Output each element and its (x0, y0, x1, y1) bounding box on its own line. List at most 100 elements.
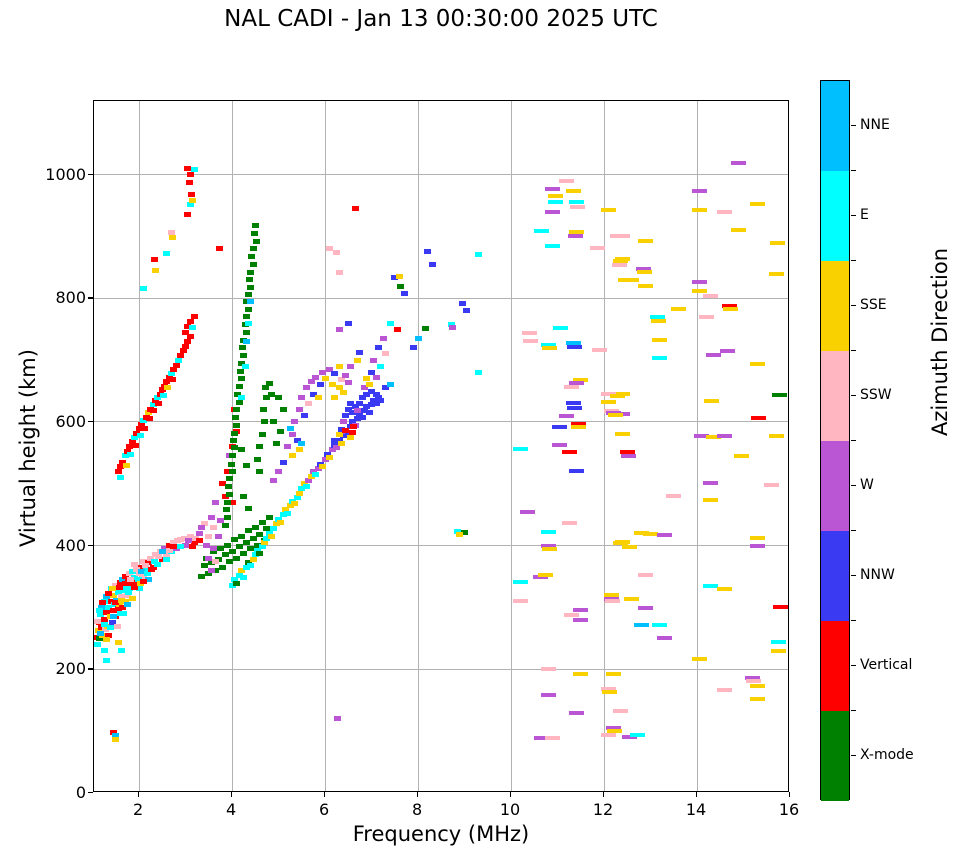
data-point (363, 376, 371, 382)
data-point (177, 352, 185, 358)
data-point (275, 394, 283, 400)
colorbar-label-vertical: Vertical (860, 657, 913, 673)
data-point (573, 672, 589, 677)
data-point (561, 449, 577, 454)
data-point (337, 426, 345, 432)
data-point (552, 443, 568, 448)
data-point (119, 577, 127, 583)
data-point (162, 556, 170, 562)
data-point (651, 319, 667, 324)
data-point (240, 575, 248, 581)
x-tick-label: 10 (499, 800, 521, 819)
data-point (226, 476, 234, 482)
data-point (300, 481, 308, 487)
data-point (342, 373, 350, 379)
data-point (179, 348, 187, 354)
data-point (523, 338, 539, 343)
data-point (98, 604, 106, 610)
data-point (242, 314, 250, 320)
data-point (391, 275, 399, 281)
colorbar-boundary-tick (851, 530, 856, 532)
data-point (103, 609, 111, 615)
data-point (601, 208, 617, 213)
data-point (749, 536, 765, 541)
gridline-x-2 (138, 101, 140, 791)
data-point (235, 572, 243, 578)
data-point (731, 228, 747, 233)
data-point (242, 564, 250, 570)
data-point (108, 586, 116, 592)
data-point (249, 246, 257, 252)
data-point (234, 391, 242, 397)
data-point (771, 393, 787, 398)
data-point (221, 523, 229, 529)
data-point (256, 550, 264, 556)
data-point (570, 421, 586, 426)
data-point (393, 326, 401, 332)
data-point (540, 666, 556, 671)
data-point (568, 710, 584, 715)
data-point (169, 235, 177, 241)
data-point (251, 552, 259, 558)
data-point (746, 679, 762, 684)
colorbar-tick (851, 485, 856, 487)
data-point (129, 569, 137, 575)
data-point (300, 413, 308, 419)
data-point (232, 414, 240, 420)
data-point (200, 562, 208, 568)
data-point (117, 648, 125, 654)
data-point (212, 567, 220, 573)
data-point (512, 579, 528, 584)
data-point (624, 596, 640, 601)
data-point (337, 377, 345, 383)
gridline-x-12 (603, 101, 605, 791)
data-point (463, 308, 471, 314)
data-point (333, 715, 341, 721)
data-point (262, 385, 270, 391)
colorbar-axis-label: Azimuth Direction (928, 247, 952, 437)
data-point (633, 531, 649, 536)
y-tick (88, 420, 93, 423)
data-point (615, 431, 631, 436)
data-point (154, 561, 162, 567)
data-point (198, 524, 206, 530)
data-point (652, 622, 668, 627)
data-point (188, 544, 196, 550)
data-point (137, 421, 145, 427)
data-point (223, 543, 231, 549)
data-point (182, 329, 190, 335)
data-point (212, 499, 220, 505)
data-point (122, 462, 130, 468)
data-point (368, 369, 376, 375)
data-point (111, 732, 119, 738)
data-point (258, 544, 266, 550)
data-point (351, 206, 359, 212)
data-point (567, 234, 583, 239)
data-point (279, 407, 287, 413)
gridline-x-6 (324, 101, 326, 791)
data-point (295, 407, 303, 413)
data-point (252, 238, 260, 244)
data-point (223, 507, 230, 513)
data-point (151, 397, 159, 403)
data-point (258, 519, 266, 525)
data-point (694, 433, 710, 438)
data-point (110, 729, 118, 735)
data-point (131, 442, 139, 448)
data-point (161, 546, 169, 552)
data-point (568, 469, 584, 474)
data-point (307, 473, 315, 479)
data-point (340, 389, 348, 395)
data-point (187, 191, 195, 197)
data-point (116, 601, 124, 607)
data-point (666, 493, 682, 498)
data-point (328, 382, 336, 388)
data-point (638, 239, 654, 244)
data-point (237, 394, 245, 400)
data-point (608, 413, 624, 418)
data-point (289, 431, 297, 437)
data-point (263, 535, 271, 541)
colorbar-segment-nnw (821, 531, 849, 621)
data-point (602, 690, 618, 695)
data-point (224, 484, 232, 490)
